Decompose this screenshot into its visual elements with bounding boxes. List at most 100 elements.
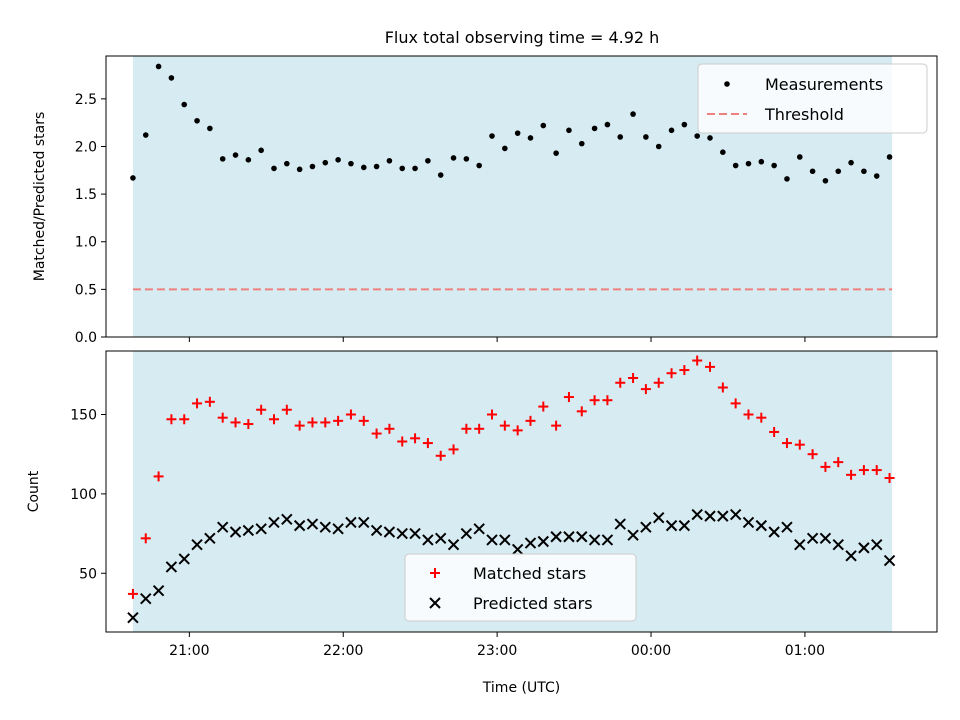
matched-star-point [204, 396, 215, 407]
predicted-star-point [178, 553, 190, 565]
predicted-star-stroke-b [178, 553, 190, 565]
predicted-star-point [447, 538, 460, 551]
predicted-star-point [396, 527, 408, 540]
predicted-star-point [486, 534, 498, 546]
matched-star-point [756, 412, 767, 423]
matched-star-point [243, 419, 254, 430]
legend-label: Threshold [764, 105, 844, 124]
matched-star-point [563, 392, 574, 403]
matched-star-point [256, 404, 267, 415]
predicted-star-stroke-b [883, 554, 896, 567]
matched-star-point [717, 382, 728, 393]
predicted-star-point [422, 534, 434, 546]
predicted-star-stroke-b [140, 592, 152, 605]
predicted-star-point [883, 554, 896, 567]
predicted-star-stroke-b [165, 561, 178, 573]
predicted-star-point [768, 526, 780, 538]
matched-star-point [730, 398, 741, 409]
matched-star-point [640, 384, 651, 395]
matched-star-point [307, 417, 318, 428]
axes-frame [105, 55, 938, 338]
x-tick-label: 22:00 [323, 643, 363, 659]
measurement-point [732, 162, 739, 169]
predicted-star-stroke-b [755, 519, 768, 532]
measurement-point [142, 132, 149, 138]
measurement-point [540, 122, 547, 129]
matched-star-point [140, 533, 151, 544]
axes-frame [105, 350, 938, 633]
predicted-star-point [601, 534, 614, 546]
predicted-star-stroke-b [447, 538, 460, 551]
matched-star-point [884, 473, 895, 484]
predicted-star-point [319, 521, 331, 533]
predicted-star-point [781, 521, 793, 533]
matched-star-point [871, 465, 882, 476]
predicted-star-point [268, 516, 280, 529]
matched-star-point [602, 395, 613, 406]
star-count-panel: 50 100 150 21:00 22:00 23:00 00:00 01:00 Count Ti… [26, 350, 938, 696]
predicted-star-point [588, 534, 601, 546]
predicted-star-stroke-b [524, 537, 537, 549]
measurement-point [502, 145, 508, 152]
measurement-point [591, 125, 598, 132]
predicted-star-stroke-b [691, 508, 703, 521]
matched-star-point [294, 420, 305, 431]
measurement-point [386, 157, 393, 164]
predicted-star-point [460, 527, 473, 540]
measurement-point [784, 176, 790, 182]
matched-star-point [384, 423, 395, 434]
y-tick-label: 0.5 [75, 282, 97, 298]
predicted-star-stroke-b [806, 532, 819, 545]
predicted-star-point [216, 521, 229, 533]
matched-star-point [794, 439, 805, 450]
matched-star-point [538, 401, 549, 412]
measurement-point [822, 177, 829, 184]
x-tick-label: 23:00 [477, 643, 517, 659]
matched-star-point [679, 365, 690, 376]
y-tick-label: 0.0 [75, 330, 97, 346]
predicted-star-point [409, 527, 421, 540]
matched-star-point [666, 368, 677, 379]
measurement-point [245, 157, 252, 163]
measurement-point [425, 157, 431, 164]
predicted-star-stroke-b [781, 521, 793, 533]
predicted-star-stroke-b [293, 519, 306, 532]
matched-star-point [179, 414, 190, 425]
measurement-point [232, 152, 239, 158]
measurement-point [578, 140, 585, 147]
measurement-point [155, 63, 162, 70]
predicted-star-stroke-b [204, 532, 216, 545]
predicted-star-stroke-b [332, 523, 344, 535]
predicted-star-stroke-b [845, 550, 857, 562]
legend-label: Predicted stars [473, 594, 593, 613]
measurement-point [617, 134, 624, 140]
predicted-star-stroke-b [460, 527, 473, 540]
predicted-star-stroke-b [742, 516, 755, 529]
predicted-star-stroke-b [550, 531, 562, 543]
predicted-star-stroke-b [858, 542, 870, 554]
measurement-point [527, 135, 534, 141]
predicted-star-stroke-b [191, 538, 203, 551]
measurement-point [219, 156, 226, 162]
predicted-star-stroke-b [729, 508, 742, 521]
predicted-star-point [242, 524, 255, 537]
predicted-star-point [858, 542, 870, 554]
predicted-star-point [204, 532, 216, 545]
x-axis-label: Time (UTC) [482, 680, 560, 696]
predicted-star-stroke-b [704, 510, 716, 522]
matched-star-point [743, 409, 754, 420]
matched-star-point [127, 588, 138, 599]
matched-star-point [769, 426, 780, 437]
predicted-star-point [127, 612, 139, 624]
predicted-star-stroke-b [563, 531, 575, 543]
predicted-star-stroke-b [499, 534, 511, 546]
legend-marker-dot [724, 81, 730, 87]
y-tick-label: 2.5 [75, 92, 97, 108]
measurement-point [168, 75, 175, 81]
predicted-star-stroke-b [216, 521, 229, 533]
measurement-point [668, 127, 675, 134]
predicted-star-point [871, 538, 883, 551]
predicted-star-stroke-b [511, 543, 524, 556]
predicted-star-point [229, 526, 242, 538]
